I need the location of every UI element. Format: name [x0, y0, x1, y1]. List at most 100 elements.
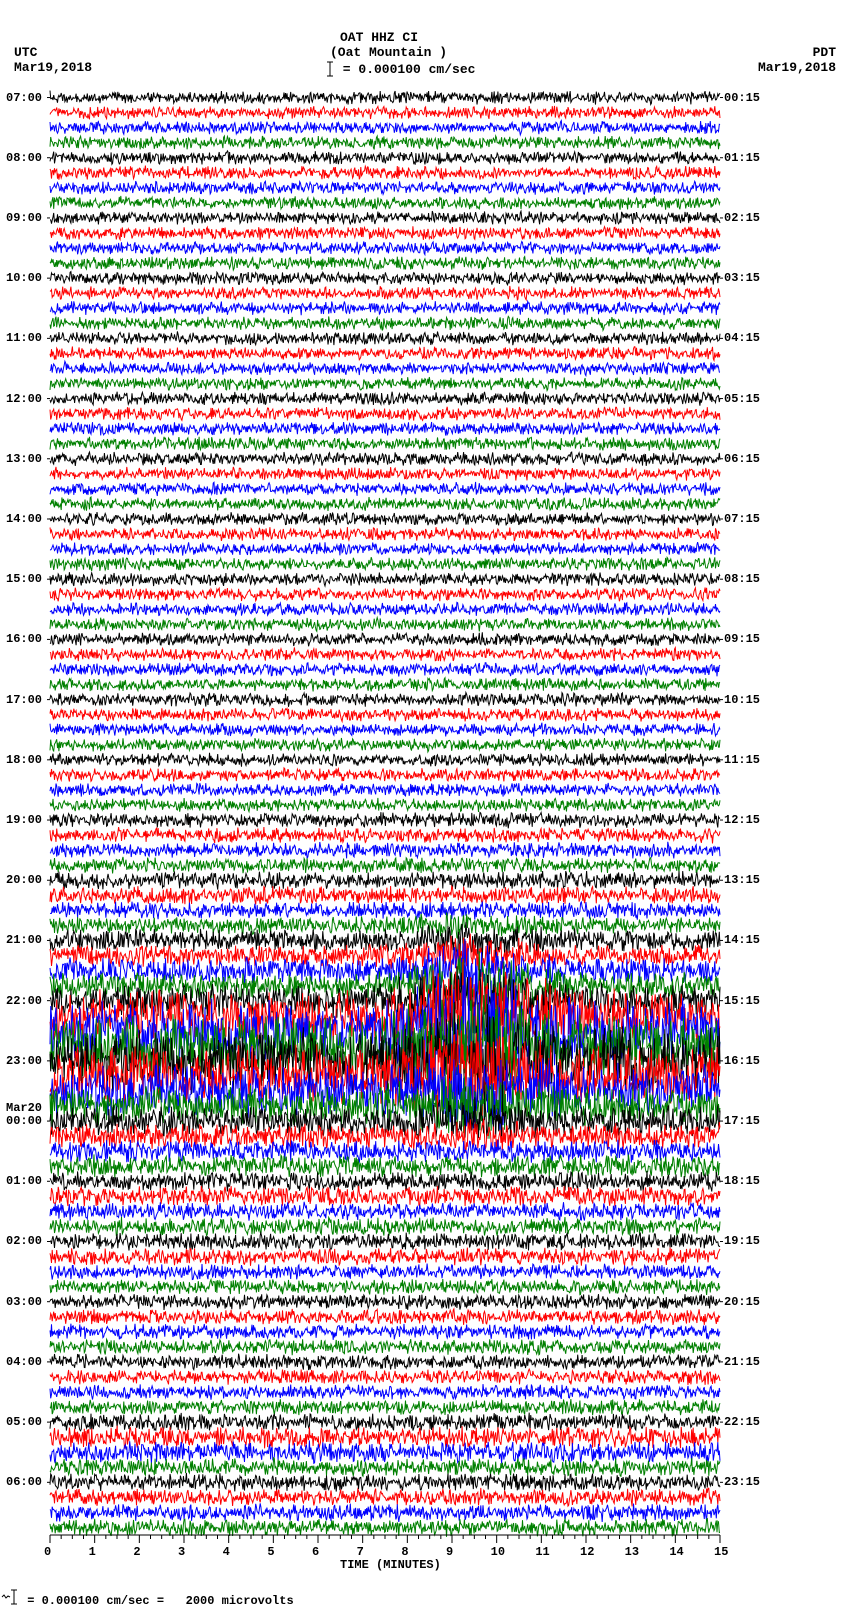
- trace-line: [50, 632, 720, 646]
- trace-line: [50, 527, 720, 541]
- trace-line: [50, 1309, 720, 1325]
- trace-line: [50, 1488, 720, 1507]
- trace-line: [50, 1171, 720, 1192]
- x-tick-label: 12: [580, 1545, 594, 1559]
- trace-line: [50, 1233, 720, 1251]
- trace-line: [50, 588, 720, 602]
- right-time-label: 17:15: [724, 1114, 760, 1128]
- right-time-label: 04:15: [724, 331, 760, 345]
- trace-line: [50, 1264, 720, 1280]
- trace-line: [50, 331, 720, 345]
- trace-line: [50, 467, 720, 481]
- trace-line: [50, 902, 720, 920]
- right-time-label: 00:15: [724, 91, 760, 105]
- trace-line: [50, 1324, 720, 1340]
- left-time-label: 04:00: [6, 1355, 42, 1369]
- trace-line: [50, 392, 720, 406]
- right-time-label: 13:15: [724, 873, 760, 887]
- left-time-label: 02:00: [6, 1234, 42, 1248]
- right-time-label: 05:15: [724, 392, 760, 406]
- x-tick-label: 11: [535, 1545, 549, 1559]
- left-time-label: 00:00: [6, 1114, 42, 1128]
- x-tick-label: 15: [714, 1545, 728, 1559]
- x-tick-label: 5: [267, 1545, 274, 1559]
- trace-line: [50, 1413, 720, 1432]
- right-time-label: 09:15: [724, 632, 760, 646]
- trace-line: [50, 1339, 720, 1355]
- trace-line: [50, 557, 720, 571]
- right-time-label: 10:15: [724, 693, 760, 707]
- trace-line: [50, 512, 720, 526]
- trace-line: [50, 783, 720, 797]
- x-tick-label: 8: [401, 1545, 408, 1559]
- left-time-label: 09:00: [6, 211, 42, 225]
- trace-line: [50, 121, 720, 135]
- right-time-label: 21:15: [724, 1355, 760, 1369]
- trace-line: [50, 1217, 720, 1236]
- x-tick-label: 1: [89, 1545, 96, 1559]
- left-date-break: Mar20: [6, 1101, 42, 1115]
- trace-line: [50, 768, 720, 782]
- left-time-label: 21:00: [6, 933, 42, 947]
- trace-line: [50, 648, 720, 662]
- trace-line: [50, 1248, 720, 1266]
- trace-line: [50, 242, 720, 255]
- right-time-label: 07:15: [724, 512, 760, 526]
- x-axis-label: TIME (MINUTES): [340, 1558, 441, 1572]
- right-time-label: 18:15: [724, 1174, 760, 1188]
- x-tick-label: 10: [491, 1545, 505, 1559]
- trace-line: [50, 812, 720, 828]
- trace-line: [50, 708, 720, 722]
- trace-line: [50, 347, 720, 361]
- trace-line: [50, 286, 720, 300]
- left-time-label: 23:00: [6, 1054, 42, 1068]
- x-tick-label: 7: [357, 1545, 364, 1559]
- left-time-label: 12:00: [6, 392, 42, 406]
- trace-line: [50, 753, 720, 767]
- trace-line: [50, 437, 720, 451]
- trace-line: [50, 723, 720, 737]
- trace-line: [50, 857, 720, 874]
- right-time-label: 15:15: [724, 994, 760, 1008]
- trace-line: [50, 316, 720, 330]
- left-time-label: 22:00: [6, 994, 42, 1008]
- trace-line: [50, 1369, 720, 1385]
- left-time-label: 10:00: [6, 271, 42, 285]
- left-time-label: 13:00: [6, 452, 42, 466]
- trace-line: [50, 738, 720, 752]
- left-time-label: 03:00: [6, 1295, 42, 1309]
- trace-line: [50, 678, 720, 692]
- trace-line: [50, 91, 720, 105]
- left-time-label: 18:00: [6, 753, 42, 767]
- left-time-label: 16:00: [6, 632, 42, 646]
- trace-line: [50, 226, 720, 240]
- trace-line: [50, 1294, 720, 1310]
- trace-line: [50, 798, 720, 812]
- trace-line: [50, 407, 720, 421]
- trace-line: [50, 871, 720, 890]
- trace-line: [50, 1384, 720, 1400]
- right-time-label: 08:15: [724, 572, 760, 586]
- right-time-label: 16:15: [724, 1054, 760, 1068]
- x-tick-label: 2: [133, 1545, 140, 1559]
- trace-line: [50, 377, 720, 391]
- x-tick-label: 6: [312, 1545, 319, 1559]
- left-time-label: 11:00: [6, 331, 42, 345]
- trace-line: [50, 1440, 720, 1463]
- trace-line: [50, 361, 720, 375]
- trace-line: [50, 693, 720, 707]
- x-tick-label: 4: [223, 1545, 230, 1559]
- trace-line: [50, 1426, 720, 1449]
- left-time-label: 19:00: [6, 813, 42, 827]
- footer-text: = 0.000100 cm/sec = 2000 microvolts: [20, 1594, 294, 1608]
- trace-line: [50, 497, 720, 511]
- trace-line: [50, 196, 720, 210]
- right-time-label: 20:15: [724, 1295, 760, 1309]
- trace-line: [50, 452, 720, 466]
- trace-line: [50, 151, 720, 165]
- trace-line: [50, 106, 720, 119]
- x-tick-label: 0: [44, 1545, 51, 1559]
- trace-line: [50, 663, 720, 677]
- trace-line: [50, 1503, 720, 1522]
- trace-line: [50, 166, 720, 180]
